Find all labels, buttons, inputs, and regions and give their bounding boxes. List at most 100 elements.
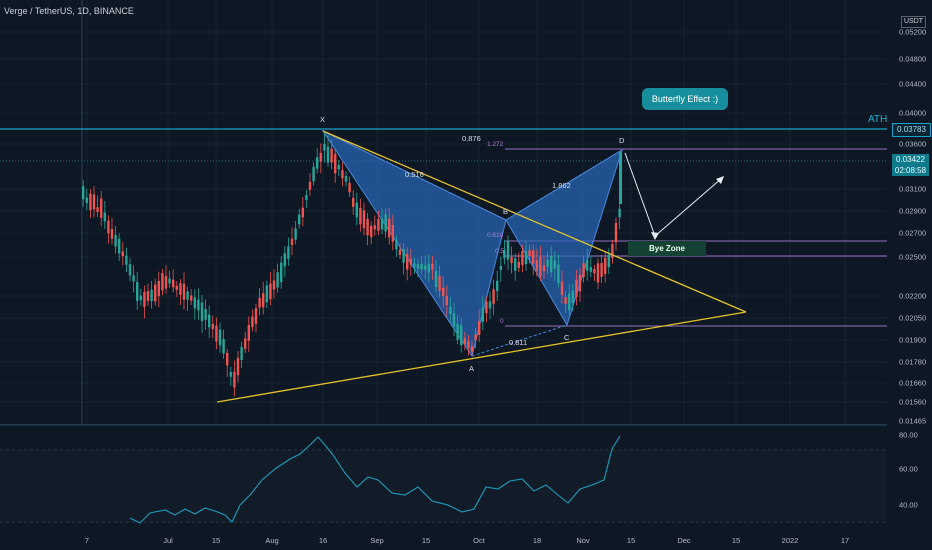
candle-body bbox=[593, 269, 596, 274]
candle-body bbox=[103, 212, 106, 222]
candle-body bbox=[186, 291, 189, 300]
candle-body bbox=[535, 260, 538, 271]
time-tick: 15 bbox=[731, 536, 741, 545]
candle-body bbox=[348, 182, 351, 193]
candle-body bbox=[305, 195, 308, 200]
currency-badge[interactable]: USDT bbox=[901, 16, 927, 28]
candle-body bbox=[553, 260, 556, 270]
ath-label: ATH bbox=[868, 114, 888, 125]
candle-body bbox=[589, 267, 592, 272]
candle-body bbox=[247, 324, 250, 341]
candle-body bbox=[517, 261, 520, 268]
candle-body bbox=[215, 325, 218, 342]
triangle-lower-line bbox=[216, 311, 747, 403]
time-tick: 15 bbox=[626, 536, 636, 545]
candle-body bbox=[370, 225, 373, 238]
candle-body bbox=[352, 197, 355, 207]
candle-body bbox=[528, 250, 531, 257]
candle-body bbox=[539, 256, 542, 277]
candle-body bbox=[272, 280, 276, 290]
bye-zone-label[interactable]: Bye Zone bbox=[628, 241, 706, 256]
candle-body bbox=[290, 238, 294, 245]
candle-body bbox=[157, 280, 160, 297]
candle-body bbox=[89, 193, 92, 211]
candle-body bbox=[146, 291, 150, 301]
candle-body bbox=[488, 301, 492, 309]
ratio-xb-label: 0.516 bbox=[405, 170, 424, 179]
candle-body bbox=[283, 253, 286, 267]
candle-body bbox=[139, 295, 142, 301]
ratio-bd-label: 1.862 bbox=[552, 181, 571, 190]
candle-body bbox=[434, 270, 438, 288]
candle-body bbox=[618, 208, 621, 218]
candle-body bbox=[438, 275, 441, 291]
price-tick: 0.01560 bbox=[899, 397, 927, 407]
price-tick: 0.02500 bbox=[899, 252, 927, 262]
candle-body bbox=[330, 148, 333, 163]
point-a-label: A bbox=[469, 364, 475, 373]
price-tick: 0.02700 bbox=[899, 228, 927, 238]
rsi-pane[interactable] bbox=[0, 425, 887, 530]
candle-body bbox=[467, 341, 470, 348]
candle-body bbox=[607, 254, 610, 268]
rsi-band bbox=[0, 450, 887, 522]
candle-body bbox=[391, 225, 394, 242]
candle-body bbox=[334, 154, 337, 174]
candle-body bbox=[208, 314, 211, 328]
candle-body bbox=[294, 228, 297, 240]
time-tick: Dec bbox=[677, 536, 691, 545]
candle-body bbox=[546, 259, 549, 267]
candle-body bbox=[316, 157, 319, 169]
candle-body bbox=[416, 264, 420, 269]
candle-body bbox=[172, 279, 175, 288]
candle-body bbox=[236, 357, 240, 376]
candle-body bbox=[82, 186, 85, 200]
time-tick: 2022 bbox=[781, 536, 799, 545]
ratio-xd-label: 0.876 bbox=[462, 134, 481, 143]
candle-body bbox=[150, 289, 153, 301]
price-chart-pane[interactable] bbox=[0, 0, 887, 425]
time-tick: Nov bbox=[576, 536, 590, 545]
candle-body bbox=[406, 254, 409, 270]
candle-body bbox=[485, 301, 488, 314]
candle-body bbox=[96, 207, 99, 213]
candle-body bbox=[492, 289, 495, 304]
candle-body bbox=[229, 372, 232, 377]
candle-body bbox=[251, 316, 254, 328]
fib-1272-label: 1.272 bbox=[487, 141, 504, 148]
candle-body bbox=[218, 329, 222, 346]
candle-body bbox=[161, 273, 164, 291]
candle-body bbox=[265, 285, 268, 303]
time-tick: 15 bbox=[421, 536, 431, 545]
candle-body bbox=[542, 265, 546, 272]
candle-body bbox=[413, 263, 416, 268]
candle-body bbox=[481, 307, 484, 322]
current-price-label: 0.03422 02:08:58 bbox=[892, 154, 929, 176]
candle-body bbox=[308, 181, 312, 190]
candle-body bbox=[175, 285, 178, 290]
candle-body bbox=[269, 283, 272, 300]
time-axis[interactable] bbox=[0, 530, 887, 550]
candle-body bbox=[240, 346, 243, 360]
candle-body bbox=[114, 234, 117, 247]
candle-body bbox=[125, 255, 128, 265]
candle-body bbox=[136, 282, 139, 301]
candle-body bbox=[154, 284, 157, 302]
candle-body bbox=[204, 309, 207, 320]
candle-body bbox=[377, 218, 380, 231]
candle-body bbox=[344, 176, 348, 182]
candle-body bbox=[478, 321, 481, 335]
price-tick: 0.01900 bbox=[899, 335, 927, 345]
candle-body bbox=[164, 275, 168, 289]
time-tick: 17 bbox=[840, 536, 850, 545]
rsi-line bbox=[129, 435, 621, 524]
candle-body bbox=[226, 352, 229, 366]
butterfly-callout[interactable]: Butterfly Effect :) bbox=[642, 88, 728, 110]
price-tick: 0.03600 bbox=[899, 139, 927, 149]
candle-body bbox=[193, 297, 196, 309]
point-x-label: X bbox=[320, 115, 326, 124]
candle-body bbox=[510, 257, 513, 264]
candle-body bbox=[452, 313, 456, 327]
symbol-title[interactable]: Verge / TetherUS, 1D, BINANCE bbox=[4, 6, 134, 16]
